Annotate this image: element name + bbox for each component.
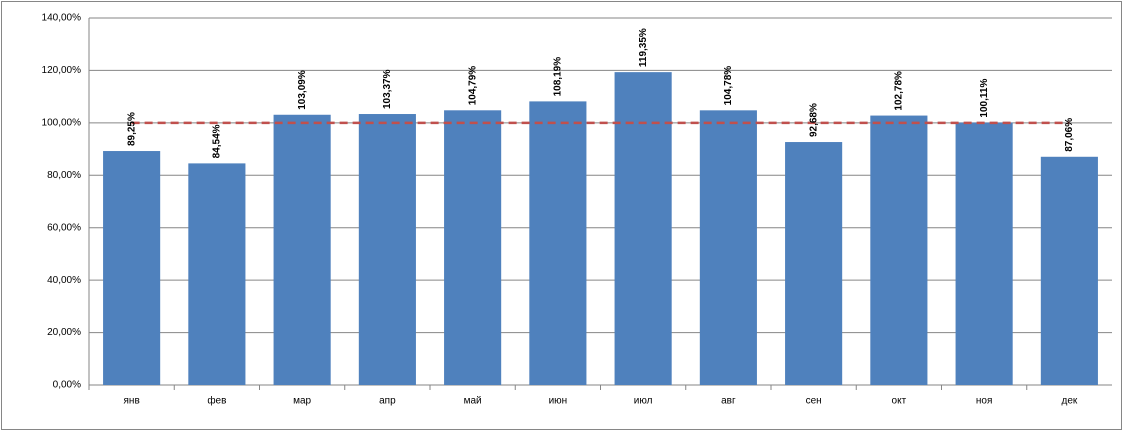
bar bbox=[870, 115, 928, 385]
value-label: 84,54% bbox=[212, 124, 223, 158]
bar bbox=[188, 163, 246, 385]
bar bbox=[444, 110, 502, 385]
y-tick-label: 60,00% bbox=[47, 222, 81, 233]
value-label: 104,79% bbox=[467, 66, 478, 106]
value-label: 119,35% bbox=[638, 28, 649, 67]
y-tick-label: 120,00% bbox=[42, 65, 82, 76]
value-label: 108,19% bbox=[553, 57, 564, 97]
value-label: 100,11% bbox=[979, 79, 990, 118]
value-label: 89,25% bbox=[126, 112, 137, 146]
value-label: 87,06% bbox=[1064, 118, 1075, 152]
value-label: 103,37% bbox=[382, 69, 393, 109]
x-tick-label: май bbox=[464, 396, 482, 407]
y-tick-label: 0,00% bbox=[53, 380, 81, 391]
x-tick-label: мар bbox=[293, 396, 311, 407]
bar bbox=[103, 151, 161, 385]
bar bbox=[1040, 156, 1098, 385]
y-tick-label: 40,00% bbox=[47, 275, 81, 286]
bar bbox=[699, 110, 757, 385]
y-tick-label: 140,00% bbox=[42, 13, 82, 24]
bar bbox=[358, 114, 416, 386]
bar bbox=[273, 114, 331, 385]
x-tick-label: июн bbox=[549, 396, 568, 407]
bar bbox=[785, 142, 843, 385]
y-tick-label: 80,00% bbox=[47, 170, 81, 181]
value-label: 92,68% bbox=[808, 103, 819, 137]
value-label: 103,09% bbox=[297, 70, 308, 110]
x-tick-label: июл bbox=[634, 396, 653, 407]
x-tick-label: фев bbox=[207, 395, 226, 407]
value-label: 104,78% bbox=[723, 66, 734, 106]
x-tick-label: янв bbox=[124, 396, 140, 407]
x-tick-label: дек bbox=[1061, 396, 1077, 407]
y-tick-label: 20,00% bbox=[47, 327, 81, 338]
x-tick-label: ноя bbox=[976, 396, 993, 407]
value-label: 102,78% bbox=[894, 71, 905, 111]
x-tick-label: авг bbox=[721, 396, 736, 407]
x-tick-label: апр bbox=[379, 396, 396, 407]
y-tick-label: 100,00% bbox=[42, 117, 82, 128]
x-tick-label: сен bbox=[806, 396, 822, 407]
x-tick-label: окт bbox=[892, 396, 907, 407]
bar bbox=[614, 72, 672, 385]
bar bbox=[955, 122, 1013, 385]
bar bbox=[529, 101, 587, 386]
